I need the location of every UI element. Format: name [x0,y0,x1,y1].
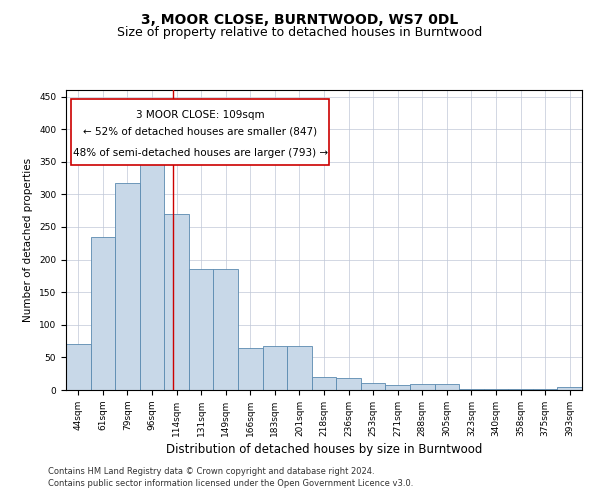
Bar [336,378,361,390]
Bar [140,148,164,390]
Bar [459,388,484,390]
FancyBboxPatch shape [71,99,329,165]
Bar [312,377,336,390]
Text: 3 MOOR CLOSE: 109sqm: 3 MOOR CLOSE: 109sqm [136,110,265,120]
Bar [263,346,287,390]
Bar [287,346,312,390]
Text: ← 52% of detached houses are smaller (847): ← 52% of detached houses are smaller (84… [83,127,317,137]
Bar [385,385,410,390]
Bar [434,384,459,390]
Bar [115,184,140,390]
Bar [164,214,189,390]
Text: 48% of semi-detached houses are larger (793) →: 48% of semi-detached houses are larger (… [73,148,328,158]
Y-axis label: Number of detached properties: Number of detached properties [23,158,34,322]
Text: Contains HM Land Registry data © Crown copyright and database right 2024.: Contains HM Land Registry data © Crown c… [48,467,374,476]
Bar [189,270,214,390]
Text: Size of property relative to detached houses in Burntwood: Size of property relative to detached ho… [118,26,482,39]
Bar [238,348,263,390]
Text: Distribution of detached houses by size in Burntwood: Distribution of detached houses by size … [166,442,482,456]
Bar [410,384,434,390]
Bar [361,384,385,390]
Bar [91,236,115,390]
Bar [214,270,238,390]
Text: Contains public sector information licensed under the Open Government Licence v3: Contains public sector information licen… [48,478,413,488]
Bar [66,344,91,390]
Bar [484,388,508,390]
Bar [557,388,582,390]
Text: 3, MOOR CLOSE, BURNTWOOD, WS7 0DL: 3, MOOR CLOSE, BURNTWOOD, WS7 0DL [142,12,458,26]
